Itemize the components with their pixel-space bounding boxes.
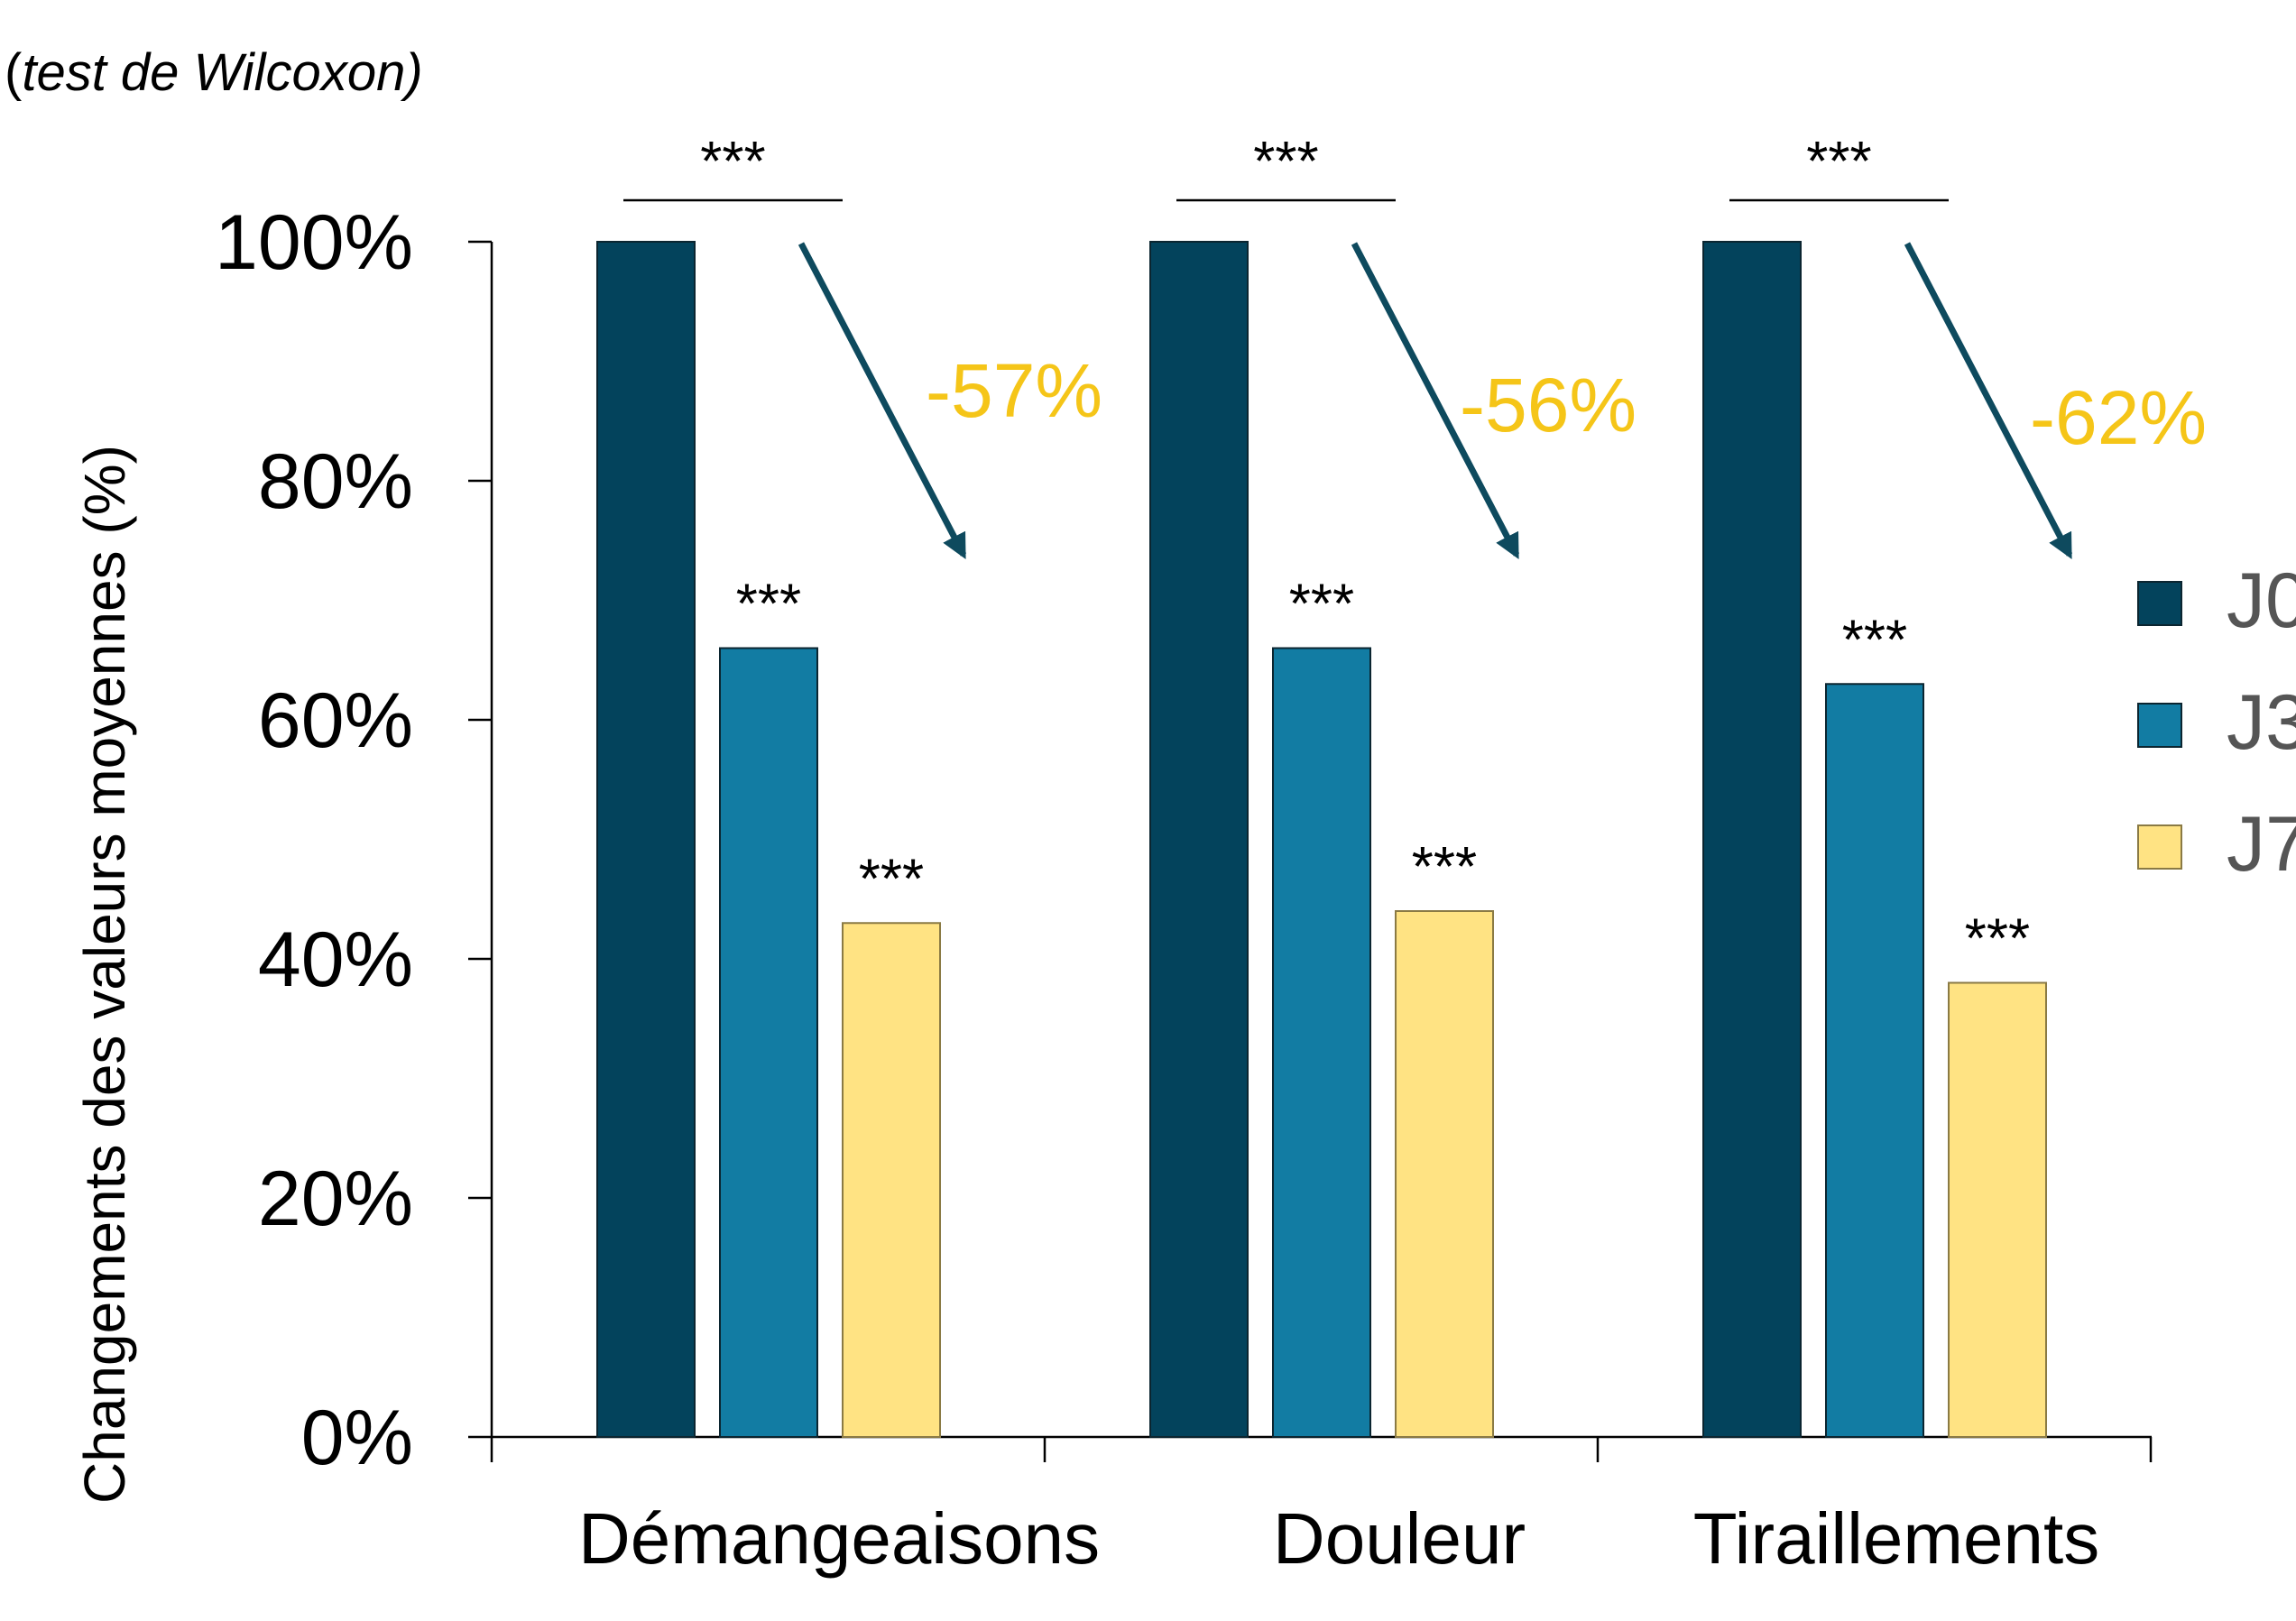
significance-label: *** bbox=[1412, 836, 1477, 898]
bar-j7 bbox=[1948, 981, 2047, 1438]
bar-j0 bbox=[1149, 241, 1249, 1438]
legend-swatch-j7 bbox=[2137, 824, 2182, 870]
bracket-significance-label: *** bbox=[700, 131, 765, 193]
bars bbox=[596, 241, 2047, 1438]
bar-j7 bbox=[1395, 910, 1494, 1438]
bracket-significance-label: *** bbox=[1806, 131, 1871, 193]
x-category-label: Tiraillements bbox=[1693, 1498, 2099, 1579]
x-category-label: Douleur bbox=[1273, 1498, 1526, 1579]
y-tick-label: 20% bbox=[258, 1156, 413, 1242]
legend-label: J3 bbox=[2227, 679, 2296, 766]
bar-j3 bbox=[719, 647, 818, 1438]
x-category-label: Démangeaisons bbox=[578, 1498, 1100, 1579]
significance-label: *** bbox=[859, 848, 924, 910]
significance-label: *** bbox=[1842, 609, 1907, 671]
subtitle-italic: test de Wilcoxon) bbox=[22, 43, 422, 102]
reduction-arrow bbox=[1351, 242, 1520, 559]
y-tick-label: 60% bbox=[258, 677, 413, 764]
annotations: *** *** *** -57% *** *** *** -56% *** *** *** -62% bbox=[623, 131, 2207, 971]
significance-label: *** bbox=[1965, 908, 2030, 971]
legend-label: J0 bbox=[2227, 557, 2296, 644]
bar-j7 bbox=[842, 922, 941, 1438]
legend-swatch-j0 bbox=[2137, 581, 2182, 626]
reduction-percent: -57% bbox=[926, 348, 1102, 433]
bracket-significance-label: *** bbox=[1253, 131, 1318, 193]
axes: 0% 20% 40% 60% 80% 100% Démangeaisons Douleur Ti… bbox=[215, 199, 2153, 1579]
chart-subtitle: (test de Wilcoxon) bbox=[5, 43, 423, 102]
reduction-arrow bbox=[1904, 242, 2073, 559]
legend-label: J7 bbox=[2227, 801, 2296, 888]
y-axis-label: Changements des valeurs moyennes (%) bbox=[72, 445, 137, 1504]
subtitle-prefix: ( bbox=[5, 43, 22, 102]
bar-j3 bbox=[1825, 683, 1924, 1438]
reduction-percent: -62% bbox=[2030, 375, 2207, 460]
y-tick-label: 40% bbox=[258, 916, 413, 1003]
bar-j0 bbox=[1702, 241, 1802, 1438]
legend: J0 J3 J7 bbox=[2137, 557, 2296, 888]
y-tick-label: 100% bbox=[215, 199, 413, 286]
bar-j3 bbox=[1272, 647, 1371, 1438]
reduction-arrow bbox=[798, 242, 967, 559]
reduction-percent: -56% bbox=[1460, 363, 1637, 447]
legend-swatch-j3 bbox=[2137, 703, 2182, 748]
significance-label: *** bbox=[1289, 574, 1354, 636]
bar-j0 bbox=[596, 241, 696, 1438]
y-tick-label: 80% bbox=[258, 438, 413, 525]
y-tick-label: 0% bbox=[301, 1395, 413, 1481]
significance-label: *** bbox=[736, 574, 801, 636]
